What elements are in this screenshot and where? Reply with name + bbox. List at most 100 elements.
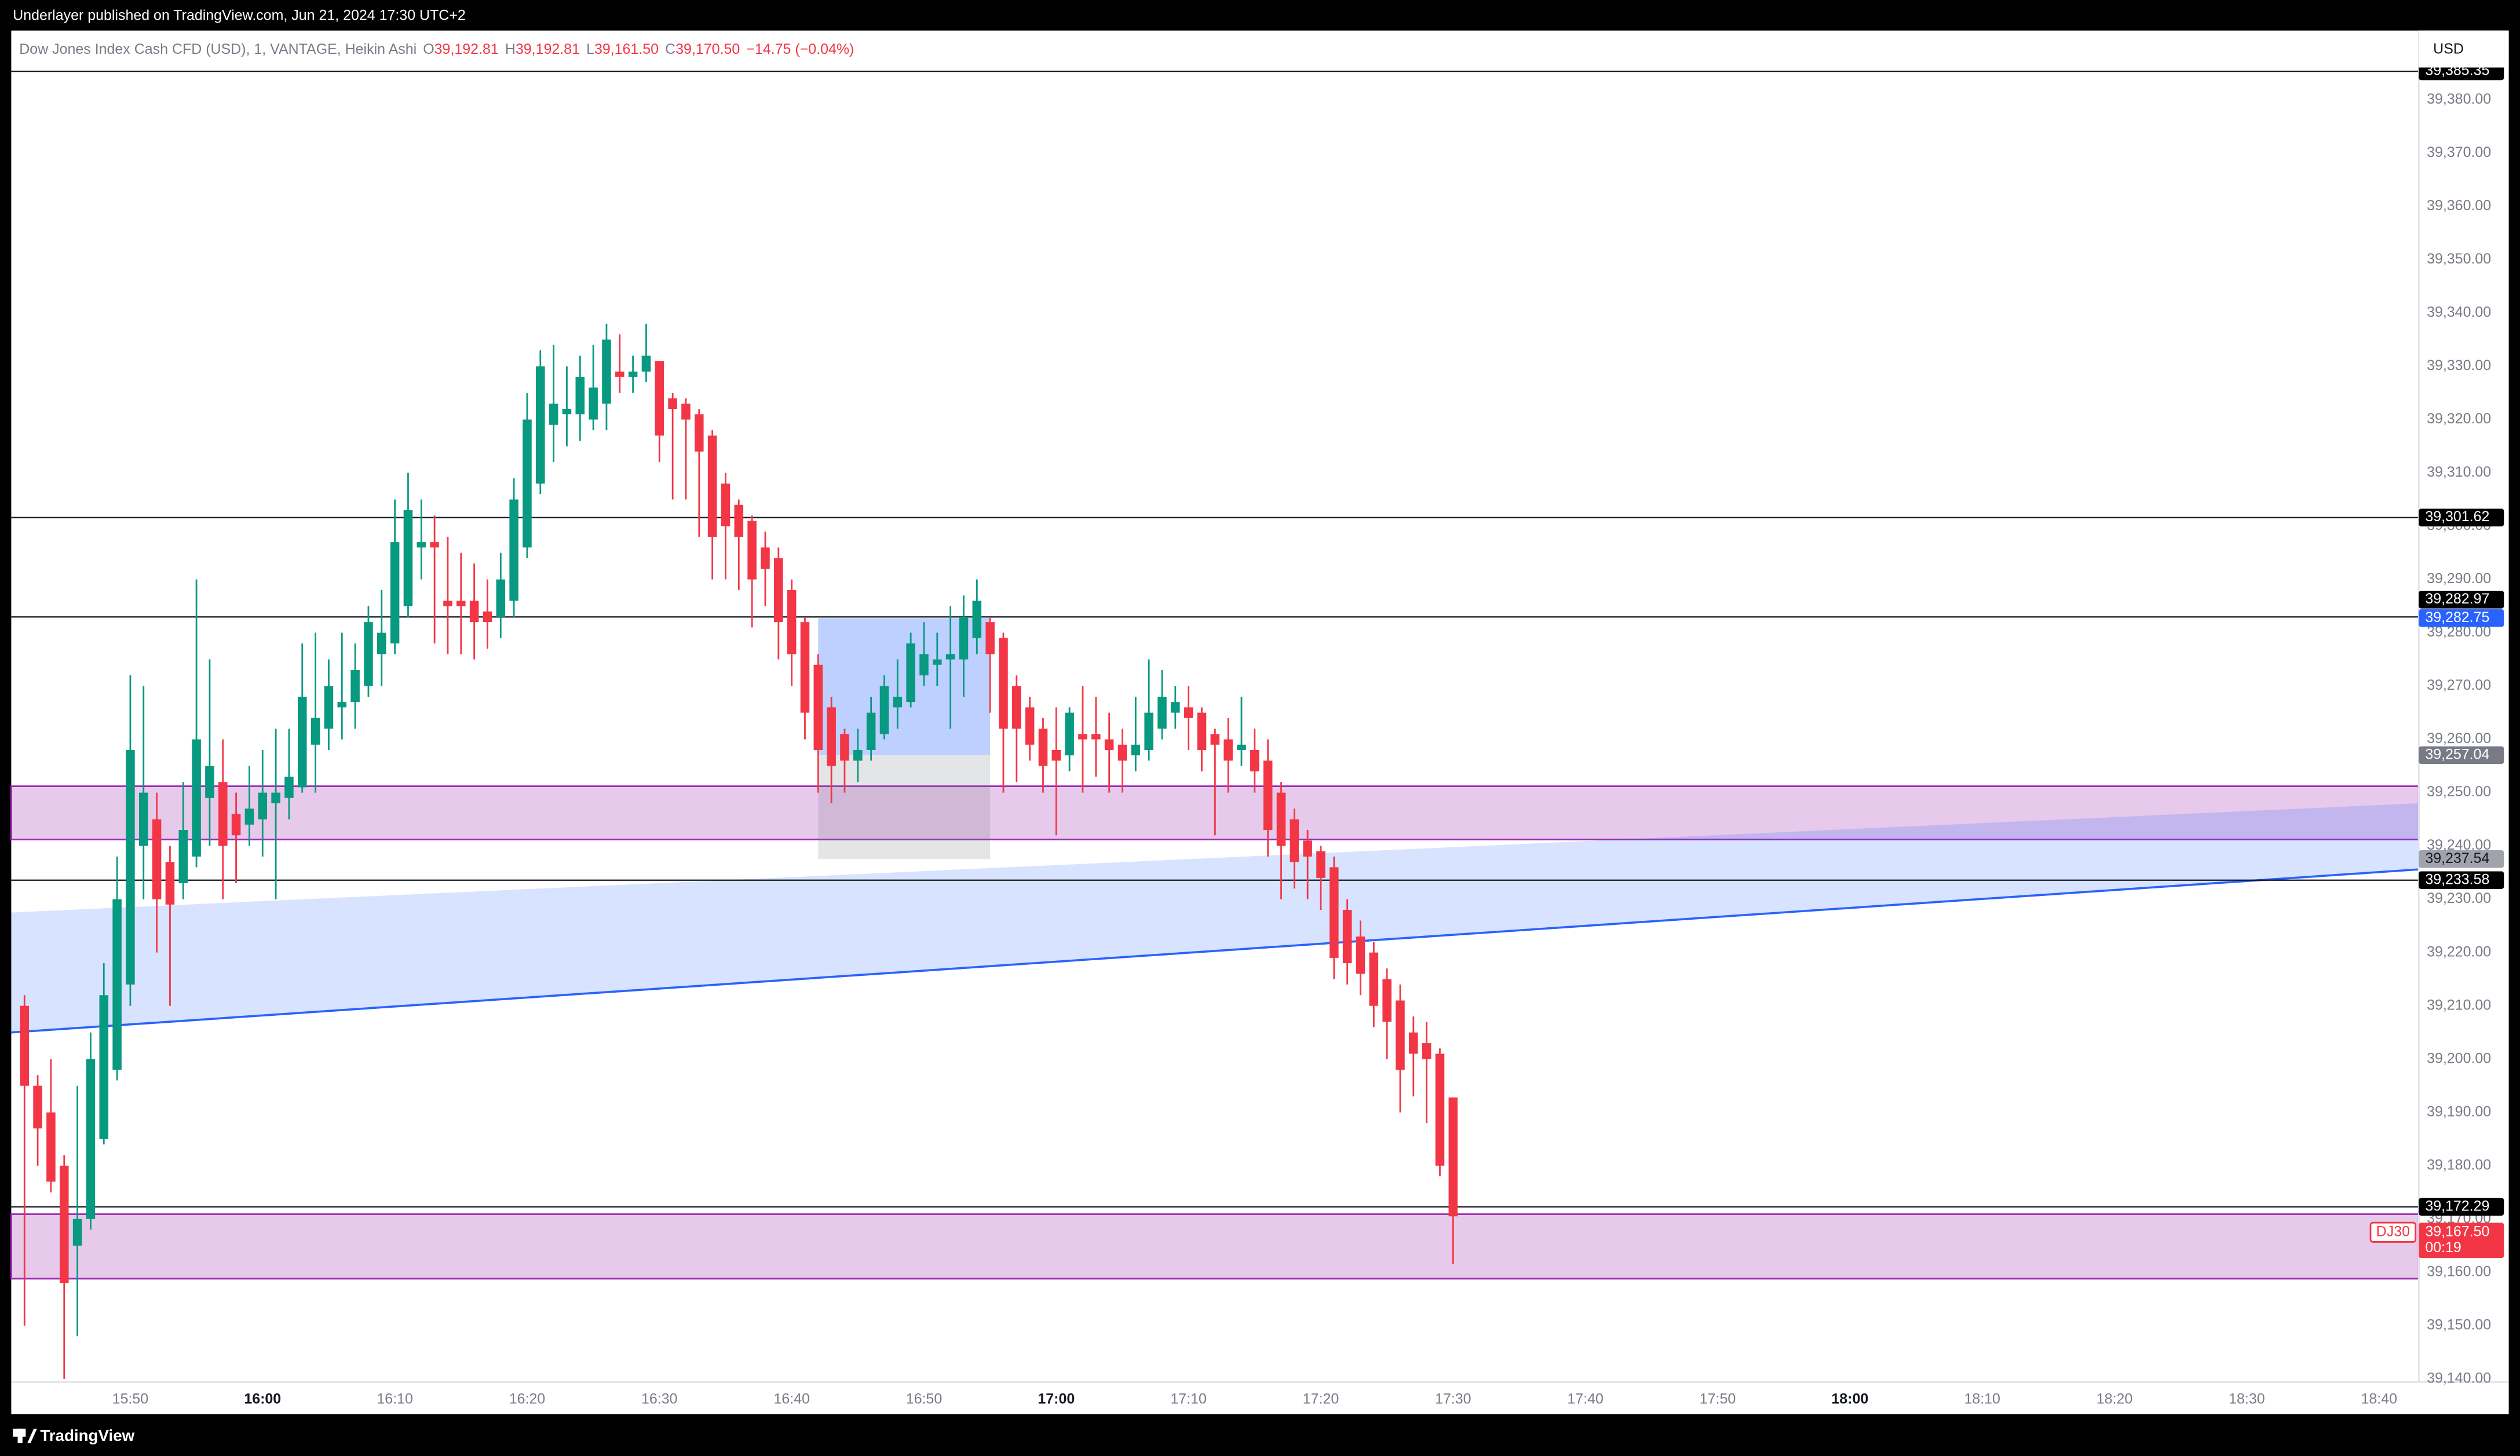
candle-body [1290,819,1299,862]
position-stop [818,755,991,859]
x-tick-label: 17:20 [1303,1391,1339,1407]
x-tick-label: 18:30 [2229,1391,2265,1407]
price-tag [2419,871,2504,889]
candle-body [615,371,624,377]
candle-body [1038,729,1048,766]
plot: Dow Jones Index Cash CFD (USD), 1, VANTA… [10,30,2509,1407]
candle-body [337,702,347,708]
legend-key: O [423,41,434,57]
candle-body [138,792,148,846]
candle-body [86,1059,96,1219]
price-tag-label: 39,257.04 [2425,746,2489,762]
currency-box [2419,30,2509,68]
candle-body [945,654,955,660]
candle-body [33,1085,42,1129]
candle-body [126,749,135,985]
candle-body [1356,936,1365,974]
candle-body [1369,952,1379,1006]
candle-body [231,814,241,836]
candle-body [244,809,254,825]
candle-body [972,601,982,638]
candle-body [192,739,201,857]
y-tick-label: 39,330.00 [2427,357,2491,374]
y-tick-label: 39,350.00 [2427,251,2491,267]
candle-body [919,654,929,676]
candle-body [1382,979,1392,1022]
symbol-tag [2369,1221,2417,1243]
candle-body [1237,744,1246,750]
y-tick-label: 39,320.00 [2427,411,2491,427]
candle-body [906,643,915,703]
candle-body [866,712,876,750]
y-tick-label: 39,210.00 [2427,997,2491,1013]
candle-body [959,616,969,660]
x-tick-label: 18:00 [1831,1391,1868,1407]
candle-body [1422,1043,1431,1059]
candle-body [999,638,1008,729]
candle-body [298,696,307,788]
candle-body [575,376,585,415]
candle-body [483,611,492,623]
legend-value: 39,192.81 [516,41,580,57]
x-tick-label: 17:50 [1700,1391,1736,1407]
candle-body [800,622,810,713]
legend-symbol: Dow Jones Index Cash CFD (USD), 1, VANTA… [19,41,417,57]
candle-body [390,542,400,643]
x-tick-label: 16:30 [641,1391,677,1407]
y-tick-label: 39,270.00 [2427,677,2491,693]
y-tick-label: 39,180.00 [2427,1157,2491,1173]
candle-body [99,995,109,1139]
candle-body [1012,686,1021,729]
candle-body [59,1165,69,1283]
x-tick-label: 16:20 [509,1391,545,1407]
y-tick-label: 39,200.00 [2427,1050,2491,1066]
candle-body [1409,1032,1418,1054]
candle-body [1448,1097,1458,1217]
candle-body [456,601,466,606]
candle-body [536,366,545,484]
x-tick-label: 18:40 [2361,1391,2397,1407]
candle-body [668,398,677,409]
candle-body [695,414,704,452]
candle-body [655,361,664,436]
legend-key: C [665,41,675,57]
candle-body [734,504,744,537]
x-tick-label: 17:30 [1435,1391,1471,1407]
candle-body [72,1219,82,1246]
candle-body [403,510,413,606]
price-tag-label: 39,301.62 [2425,508,2489,525]
candle-body [258,792,268,820]
candle-body [1224,739,1233,761]
candle-body [549,403,558,425]
candle-body [1065,712,1074,756]
y-tick-label: 39,220.00 [2427,943,2491,960]
candle-body [562,409,572,415]
y-tick-label: 39,190.00 [2427,1103,2491,1120]
candle-body [377,632,386,654]
zone [10,1213,2420,1280]
candle-body [1051,749,1061,761]
x-tick-label: 16:00 [244,1391,281,1407]
candle-body [1396,1000,1405,1070]
legend-value: 39,170.50 [675,41,740,57]
chart-pane [11,30,2509,1414]
y-tick-label: 39,340.00 [2427,304,2491,320]
candle-body [1342,910,1352,964]
candle-body [311,718,320,745]
candle-body [1144,712,1153,750]
y-tick-label: 39,310.00 [2427,464,2491,480]
y-tick-label: 39,250.00 [2427,784,2491,800]
y-tick-label: 39,140.00 [2427,1370,2491,1386]
candle-body [205,766,214,798]
candle-body [747,521,757,580]
candle-body [1197,712,1207,750]
x-tick-label: 17:00 [1038,1391,1075,1407]
candle-body [641,356,651,372]
candle-body [774,558,783,623]
candle-body [523,419,532,548]
candle-body [46,1112,56,1182]
candle-body [1184,707,1193,718]
candle-body [721,483,731,526]
candle-body [1250,749,1259,771]
last-price-label: 39,167.50 [2425,1223,2489,1239]
